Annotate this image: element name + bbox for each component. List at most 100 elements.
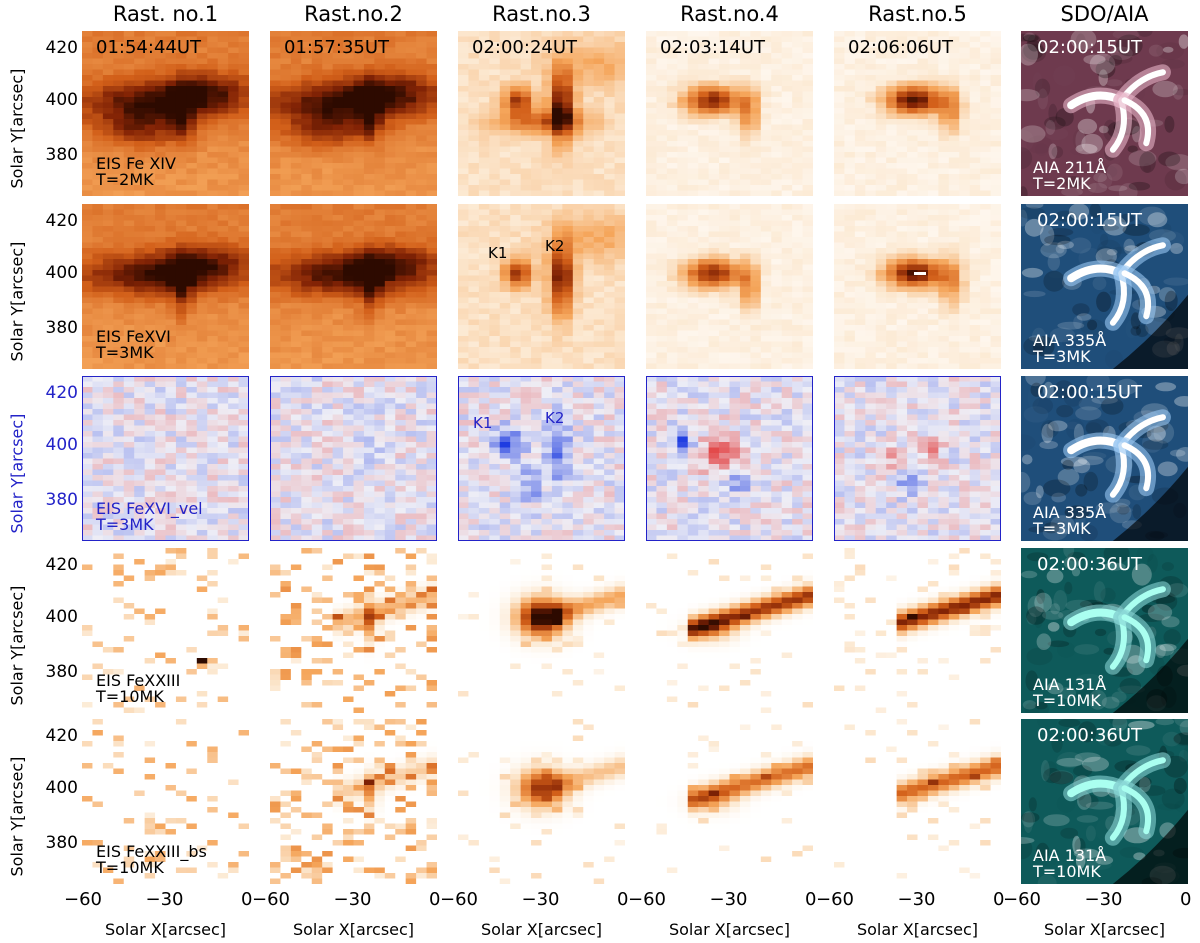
pixel — [698, 179, 710, 186]
pixel — [311, 319, 323, 326]
pixel — [144, 119, 156, 125]
pixel — [165, 157, 177, 164]
pixel — [82, 86, 93, 92]
pixel — [416, 80, 428, 87]
pixel — [384, 58, 396, 65]
pixel — [834, 31, 845, 37]
pixel — [541, 308, 553, 315]
pixel — [228, 42, 240, 48]
pixel — [405, 358, 417, 364]
pixel — [886, 209, 898, 216]
pixel — [332, 58, 344, 65]
pixel — [134, 341, 146, 348]
pixel — [708, 325, 720, 331]
pixel — [781, 352, 793, 359]
pixel — [969, 42, 981, 48]
pixel — [353, 336, 365, 342]
pixel — [865, 108, 877, 114]
pixel — [123, 53, 135, 59]
pixel — [228, 157, 240, 164]
pixel — [426, 220, 437, 227]
pixel — [468, 248, 480, 254]
pixel — [217, 135, 229, 142]
pixel — [980, 209, 992, 216]
pixel — [646, 119, 657, 125]
pixel — [698, 146, 710, 153]
pixel — [604, 75, 616, 81]
pixel — [927, 119, 939, 125]
pixel — [332, 248, 344, 254]
pixel — [165, 292, 177, 298]
pixel — [938, 141, 950, 147]
pixel — [698, 215, 710, 221]
pixel — [478, 325, 490, 331]
pixel — [854, 209, 866, 216]
pixel — [990, 330, 1001, 337]
pixel — [729, 259, 741, 265]
pixel — [426, 275, 437, 282]
pixel — [144, 152, 156, 158]
pixel — [677, 209, 689, 216]
pixel — [290, 75, 302, 81]
pixel — [322, 47, 334, 54]
pixel — [896, 358, 908, 364]
pixel — [781, 86, 793, 92]
pixel — [384, 297, 396, 304]
pixel — [228, 237, 240, 243]
pixel — [583, 281, 595, 287]
pixel — [144, 275, 156, 282]
pixel — [760, 163, 772, 169]
pixel — [980, 237, 992, 243]
pixel — [854, 358, 866, 364]
pixel — [82, 358, 93, 364]
pixel — [969, 264, 981, 271]
pixel — [980, 179, 992, 186]
pixel — [646, 319, 657, 326]
pixel — [238, 253, 249, 260]
pixel — [123, 341, 135, 348]
pixel — [92, 190, 104, 196]
pixel — [165, 124, 177, 131]
pixel — [802, 248, 813, 254]
pixel — [551, 209, 563, 216]
pixel — [980, 102, 992, 109]
pixel — [959, 135, 971, 142]
pixel — [311, 275, 323, 282]
pixel — [886, 308, 898, 315]
pixel — [572, 286, 584, 293]
pixel — [384, 314, 396, 320]
pixel — [520, 97, 532, 103]
pixel — [217, 168, 229, 175]
pixel — [102, 264, 114, 271]
pixel — [614, 179, 625, 186]
pixel — [405, 113, 417, 120]
pixel — [228, 146, 240, 153]
pixel — [363, 64, 375, 70]
pixel — [593, 209, 605, 216]
pixel — [113, 185, 125, 191]
pixel — [207, 146, 219, 153]
pixel — [102, 352, 114, 359]
pixel — [948, 174, 960, 180]
pixel — [374, 163, 386, 169]
pixel — [520, 135, 532, 142]
pixel — [395, 185, 407, 191]
pixel — [395, 215, 407, 221]
pixel — [959, 264, 971, 271]
aia-texture — [1034, 78, 1051, 99]
pixel — [144, 58, 156, 65]
pixel — [343, 314, 354, 320]
pixel — [374, 253, 386, 260]
pixel — [175, 130, 187, 136]
pixel — [301, 204, 313, 210]
pixel — [802, 119, 813, 125]
pixel — [854, 47, 866, 54]
pixel — [217, 80, 229, 87]
pixel — [865, 64, 877, 70]
pixel — [896, 64, 908, 70]
pixel — [698, 308, 710, 315]
pixel — [175, 358, 187, 364]
pixel — [886, 190, 898, 196]
pixel — [792, 163, 804, 169]
pixel — [458, 237, 469, 243]
